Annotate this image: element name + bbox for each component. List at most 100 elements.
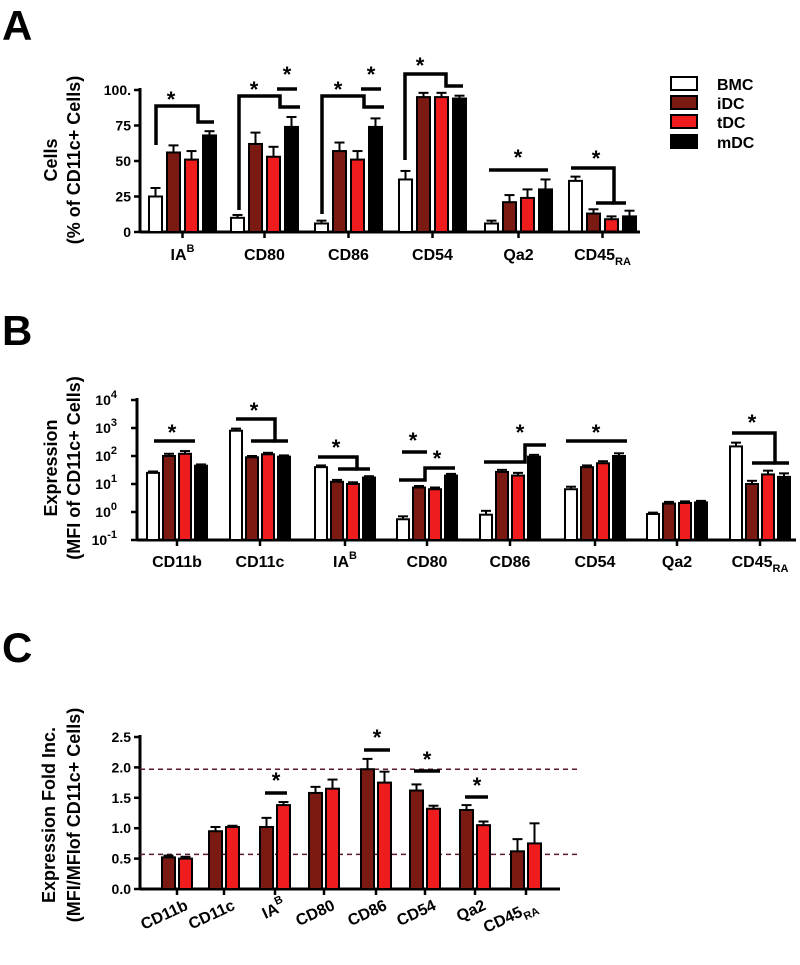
x-category-label-c: CD11b [138, 897, 191, 934]
bar-tdc [325, 787, 340, 890]
bar-mdc [368, 125, 383, 233]
y-tick-label-c: 1.5 [112, 790, 132, 806]
bar-idc [580, 466, 594, 542]
bar-bmc [230, 216, 245, 234]
bar-idc [259, 825, 274, 891]
bar-tdc [761, 473, 775, 542]
bar-bmc [314, 466, 328, 542]
significance-bracket [571, 166, 626, 205]
significance-star: * [250, 398, 259, 423]
bar-bmc [646, 512, 660, 541]
x-category-label-b: CD45RA [732, 554, 789, 575]
y-tick-label-a: 25 [115, 189, 131, 205]
significance-bracket [154, 104, 214, 145]
bar-tdc [476, 824, 491, 890]
bar-mdc [622, 215, 637, 234]
significance-bracket [732, 431, 789, 465]
bar-mdc [444, 474, 458, 542]
x-category-label-a: CD86 [328, 247, 369, 264]
bar-idc [360, 768, 375, 890]
x-category-label-a: IAB [171, 243, 195, 264]
bar-tdc [261, 453, 275, 541]
significance-bracket [236, 417, 288, 443]
significance-bracket [320, 94, 384, 214]
bar-bmc [229, 429, 243, 541]
y-tick-label-b: 102 [95, 445, 117, 464]
bar-idc [308, 791, 323, 890]
bar-tdc [428, 488, 442, 542]
y-axis-title-a: Cells [41, 138, 61, 181]
panel-label-c: C [2, 624, 32, 671]
bar-idc [161, 856, 176, 890]
legend-label-tdc: tDC [717, 115, 746, 132]
significance-star: * [272, 768, 281, 793]
bar-tdc [434, 96, 449, 233]
significance-star: * [433, 446, 442, 471]
y-tick-label-b: 104 [95, 389, 118, 408]
bar-mdc [777, 475, 791, 541]
bar-mdc [284, 125, 299, 233]
bar-mdc [612, 455, 626, 541]
y-tick-label-a: 100. [104, 82, 131, 98]
bar-bmc [568, 179, 583, 234]
panel-label-b: B [2, 307, 32, 354]
bar-idc [248, 142, 263, 234]
significance-star: * [168, 420, 177, 445]
bar-bmc [396, 518, 410, 541]
bar-tdc [178, 452, 192, 541]
bar-idc [409, 789, 424, 891]
x-category-label-b: IAB [333, 550, 357, 571]
bar-bmc [564, 488, 578, 542]
significance-star: * [423, 747, 432, 772]
bar-idc [495, 470, 509, 541]
bar-idc [502, 201, 517, 233]
bar-idc [745, 483, 759, 541]
x-category-label-b: CD11b [152, 554, 202, 571]
bar-mdc [538, 188, 553, 233]
x-category-label-a: CD54 [412, 247, 453, 264]
significance-star: * [373, 725, 382, 750]
bar-tdc [276, 804, 291, 891]
bar-bmc [148, 195, 163, 233]
y-tick-label-c: 0.5 [112, 851, 132, 867]
bar-tdc [346, 483, 360, 541]
legend-label-mdc: mDC [717, 135, 755, 152]
y-axis-title-c: (MFI/MFIof CD11c+ Cells) [64, 708, 84, 923]
x-category-label-c: CD86 [345, 897, 389, 930]
bar-mdc [452, 97, 467, 233]
x-category-label-b: CD54 [575, 554, 616, 571]
bar-mdc [362, 476, 376, 541]
bar-tdc [350, 158, 365, 233]
bar-tdc [527, 842, 542, 891]
significance-star: * [748, 410, 757, 435]
bar-idc [245, 456, 259, 542]
y-axis-title-c: Expression Fold Inc. [39, 727, 59, 903]
x-category-label-c: IAB [258, 894, 289, 923]
significance-star: * [367, 62, 376, 87]
bar-tdc [426, 807, 441, 891]
y-tick-label-b: 10-1 [92, 529, 117, 548]
significance-star: * [250, 77, 259, 102]
y-tick-label-a: 75 [115, 118, 131, 134]
x-category-label-c: CD54 [394, 897, 438, 930]
bar-tdc [184, 158, 199, 233]
bar-idc [332, 150, 347, 233]
bar-tdc [377, 781, 392, 890]
significance-star: * [592, 420, 601, 445]
bar-tdc [511, 474, 525, 542]
y-axis-title-b: Expression [41, 419, 61, 516]
significance-star: * [416, 53, 425, 78]
bar-tdc [225, 825, 240, 891]
bar-bmc [398, 178, 413, 234]
bar-idc [166, 151, 181, 233]
bar-idc [330, 480, 344, 542]
bar-tdc [178, 857, 193, 890]
y-tick-label-a: 50 [115, 153, 131, 169]
significance-star: * [516, 420, 525, 445]
x-category-label-c: CD11c [186, 897, 238, 933]
panel-label-a: A [2, 2, 32, 49]
y-tick-label-c: 0.0 [112, 881, 132, 897]
bar-idc [412, 486, 426, 542]
bar-mdc [277, 455, 291, 542]
y-tick-label-c: 2.0 [112, 759, 132, 775]
